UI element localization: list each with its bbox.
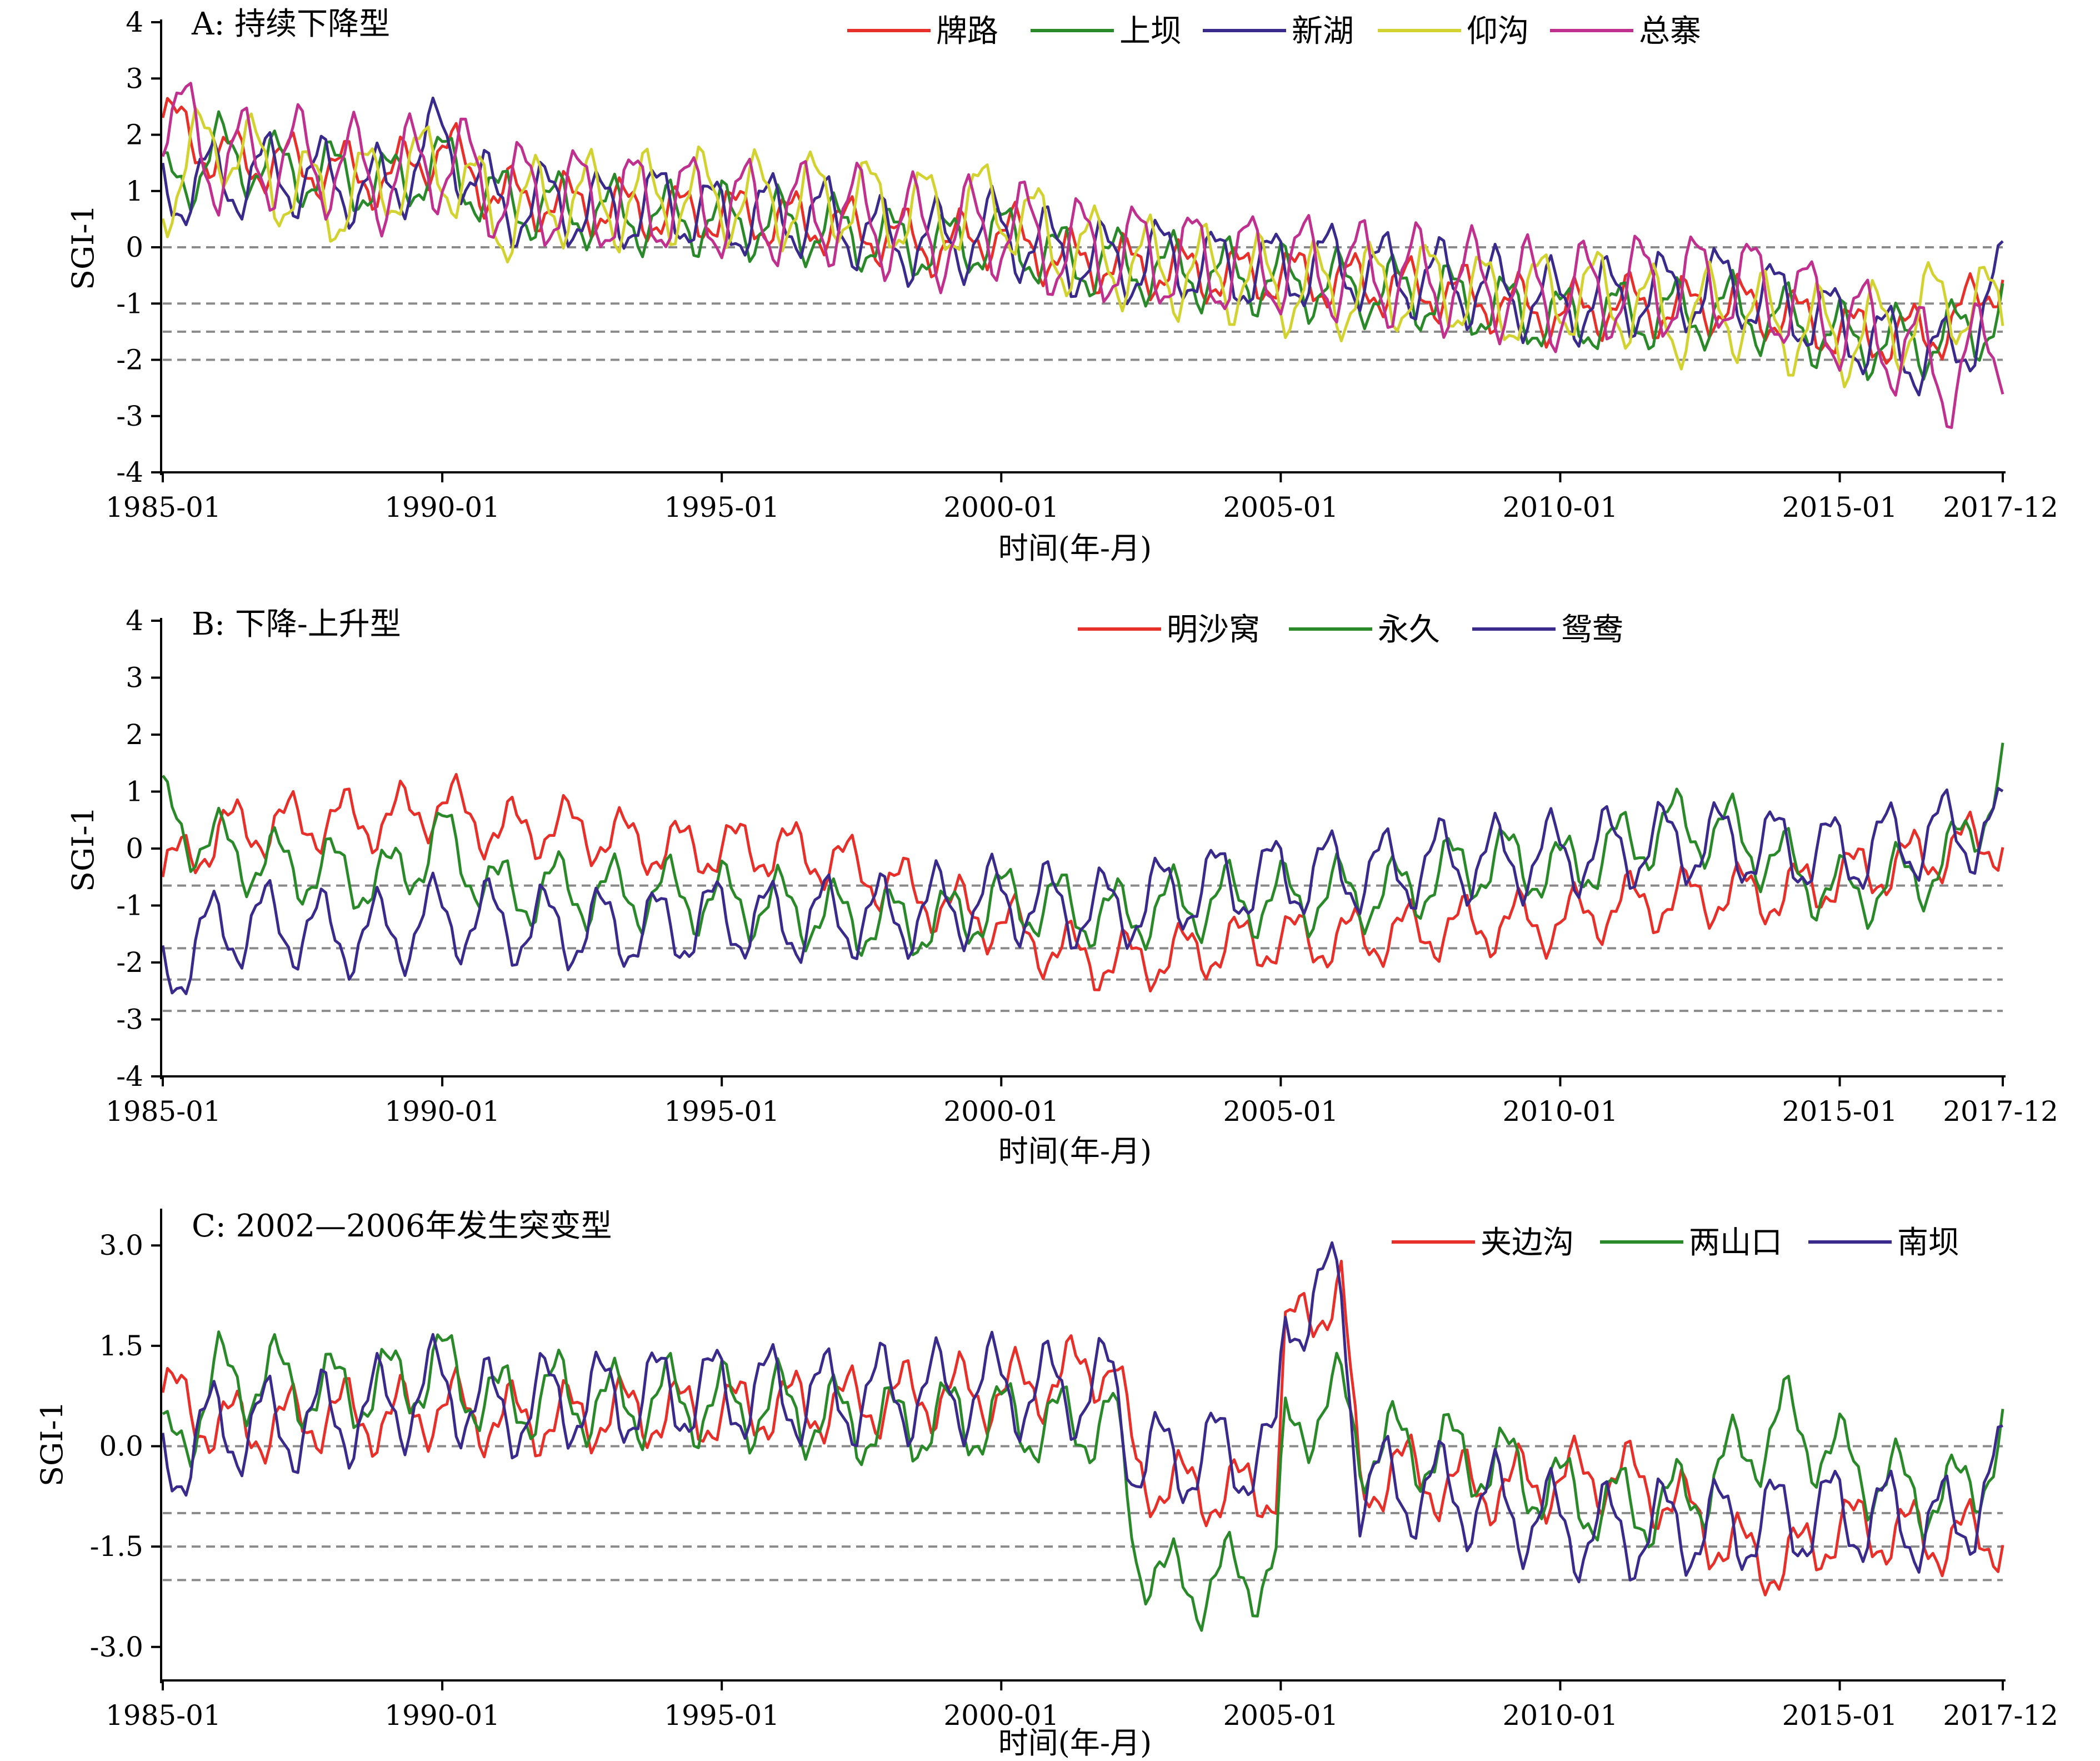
legend: 牌路 上坝 新湖 仰沟 总寨 — [847, 13, 1701, 49]
x-tick-label: 2015-01 — [1782, 1095, 1898, 1128]
legend-label: 上坝 — [1119, 13, 1182, 49]
x-tick-label: 1990-01 — [384, 1699, 500, 1732]
y-tick-label: 4 — [126, 605, 143, 637]
x-tick-label: 1990-01 — [384, 1095, 500, 1128]
x-tick-label: 1995-01 — [664, 1699, 779, 1732]
x-axis-title: 时间(年-月) — [998, 1134, 1152, 1169]
y-tick-label: 0 — [126, 231, 143, 263]
y-tick-label: 4 — [126, 6, 143, 38]
y-tick-label: 0.0 — [99, 1430, 143, 1463]
x-tick-label: 2010-01 — [1503, 1699, 1618, 1732]
y-axis-title: SGI-1 — [34, 1401, 69, 1486]
legend-label: 明沙窝 — [1167, 612, 1260, 648]
y-tick-label: -4 — [116, 456, 143, 488]
x-tick-label: 2005-01 — [1223, 1095, 1338, 1128]
x-axis-title: 时间(年-月) — [998, 531, 1152, 566]
x-tick-label: 1995-01 — [664, 491, 779, 523]
y-tick-label: -1.5 — [90, 1530, 143, 1563]
x-tick-label: 2017-12 — [1943, 1095, 2058, 1128]
panel-title: C: 2002—2006年发生突变型 — [192, 1208, 612, 1244]
y-tick-label: 3.0 — [99, 1229, 143, 1261]
y-tick-label: -1 — [116, 287, 143, 320]
legend-label: 仰沟 — [1467, 13, 1529, 49]
x-tick-label: 2017-12 — [1943, 1699, 2058, 1732]
legend-label: 南坝 — [1897, 1225, 1959, 1261]
y-axis-title: SGI-1 — [66, 806, 101, 892]
x-tick-label: 1985-01 — [106, 491, 221, 523]
series-line — [161, 82, 2004, 429]
legend-label: 两山口 — [1689, 1225, 1782, 1261]
y-tick-label: 3 — [126, 662, 143, 694]
series-line — [161, 97, 2004, 365]
legend-label: 牌路 — [936, 13, 998, 49]
y-tick-label: -2 — [116, 946, 143, 979]
x-tick-label: 2000-01 — [943, 1095, 1059, 1128]
x-tick-label: 2000-01 — [943, 491, 1059, 523]
y-tick-label: 2 — [126, 119, 143, 151]
legend: 夹边沟 两山口 南坝 — [1392, 1225, 1959, 1261]
legend: 明沙窝 永久 鸳鸯 — [1078, 612, 1623, 648]
y-tick-label: 1 — [126, 175, 143, 207]
x-tick-label: 2010-01 — [1503, 1095, 1618, 1128]
y-tick-label: -3 — [116, 1004, 143, 1036]
y-tick-label: -1 — [116, 890, 143, 922]
x-axis-title: 时间(年-月) — [998, 1725, 1152, 1760]
x-tick-label: 2000-01 — [943, 1699, 1059, 1732]
panel-title: A: 持续下降型 — [191, 6, 390, 42]
legend-label: 鸳鸯 — [1561, 612, 1623, 648]
series-line — [161, 1241, 2003, 1584]
x-tick-label: 2005-01 — [1223, 1699, 1338, 1732]
y-tick-label: 3 — [126, 62, 143, 94]
x-tick-label: 1990-01 — [384, 491, 500, 523]
series-line — [161, 787, 2004, 995]
y-tick-label: -2 — [116, 344, 143, 376]
series-line — [161, 106, 2004, 388]
legend-label: 总寨 — [1639, 13, 1701, 49]
x-tick-label: 2010-01 — [1503, 491, 1618, 523]
panel-title: B: 下降-上升型 — [192, 606, 401, 642]
y-tick-label: 1 — [126, 776, 143, 808]
panel-b: 4 3 2 1 0 -1 -2 -3 -4 1985-01 1990-01 1995-01 2000-… — [66, 605, 2058, 1169]
legend-label: 永久 — [1378, 612, 1440, 648]
series-line — [161, 96, 2004, 397]
panel-a: 4 3 2 1 0 -1 -2 -3 -4 1985-01 1990-01 1995-01 2000-… — [66, 6, 2058, 566]
x-tick-label: 1985-01 — [106, 1095, 221, 1128]
x-tick-label: 2015-01 — [1782, 1699, 1898, 1732]
y-axis-title: SGI-1 — [66, 204, 101, 290]
x-tick-label: 1985-01 — [106, 1699, 221, 1732]
y-tick-label: 0 — [126, 832, 143, 865]
panel-c: 3.0 1.5 0.0 -1.5 -3.0 1985-01 1990-01 1995-01 2… — [34, 1208, 2058, 1760]
x-tick-label: 2017-12 — [1943, 491, 2058, 523]
legend-label: 新湖 — [1292, 13, 1354, 49]
series-line — [162, 110, 2004, 381]
legend-label: 夹边沟 — [1481, 1225, 1574, 1261]
x-tick-label: 2005-01 — [1223, 491, 1338, 523]
x-tick-label: 2015-01 — [1782, 491, 1898, 523]
y-tick-label: 2 — [126, 719, 143, 751]
y-tick-label: -3.0 — [90, 1631, 143, 1663]
series-line — [162, 1330, 2004, 1632]
x-tick-label: 1995-01 — [664, 1095, 779, 1128]
y-tick-label: -4 — [116, 1060, 143, 1092]
y-tick-label: -3 — [116, 400, 143, 432]
y-tick-label: 1.5 — [99, 1330, 143, 1362]
series-line — [161, 742, 2004, 957]
series-line — [161, 773, 2004, 992]
